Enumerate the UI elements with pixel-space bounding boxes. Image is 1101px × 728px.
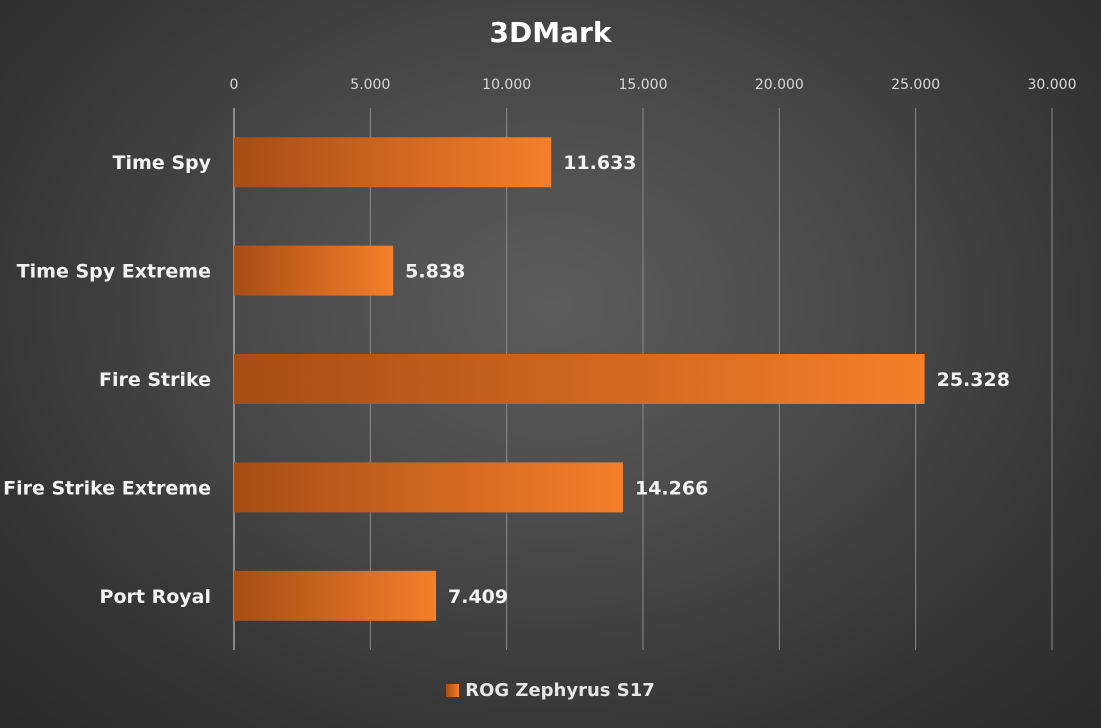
data-label: 7.409 — [448, 586, 508, 608]
x-tick-label: 20.000 — [755, 77, 804, 93]
bar — [234, 462, 623, 513]
x-tick-label: 0 — [230, 77, 239, 93]
data-label: 11.633 — [563, 152, 636, 174]
data-label: 5.838 — [405, 261, 465, 283]
bar — [234, 245, 394, 296]
x-tick-label: 30.000 — [1028, 77, 1077, 93]
bar — [234, 354, 925, 404]
legend: ROG Zephyrus S17 — [0, 680, 1101, 701]
chart-title: 3DMark — [489, 16, 612, 49]
data-label: 14.266 — [635, 477, 708, 499]
x-tick-label: 25.000 — [891, 77, 940, 93]
x-tick-label: 15.000 — [619, 77, 668, 93]
legend-swatch — [446, 684, 460, 697]
category-label: Time Spy Extreme — [17, 261, 211, 283]
category-label: Time Spy — [113, 152, 212, 174]
x-tick-label: 5.000 — [350, 77, 390, 93]
legend-label: ROG Zephyrus S17 — [465, 680, 655, 701]
bar — [234, 137, 552, 188]
category-label: Fire Strike — [99, 369, 211, 391]
bar — [234, 570, 437, 621]
data-label: 25.328 — [937, 369, 1010, 391]
x-tick-label: 10.000 — [482, 77, 531, 93]
category-label: Fire Strike Extreme — [3, 477, 211, 499]
category-label: Port Royal — [100, 586, 211, 608]
